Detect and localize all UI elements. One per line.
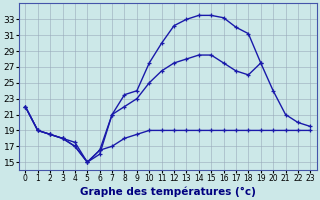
X-axis label: Graphe des températures (°c): Graphe des températures (°c) (80, 186, 256, 197)
